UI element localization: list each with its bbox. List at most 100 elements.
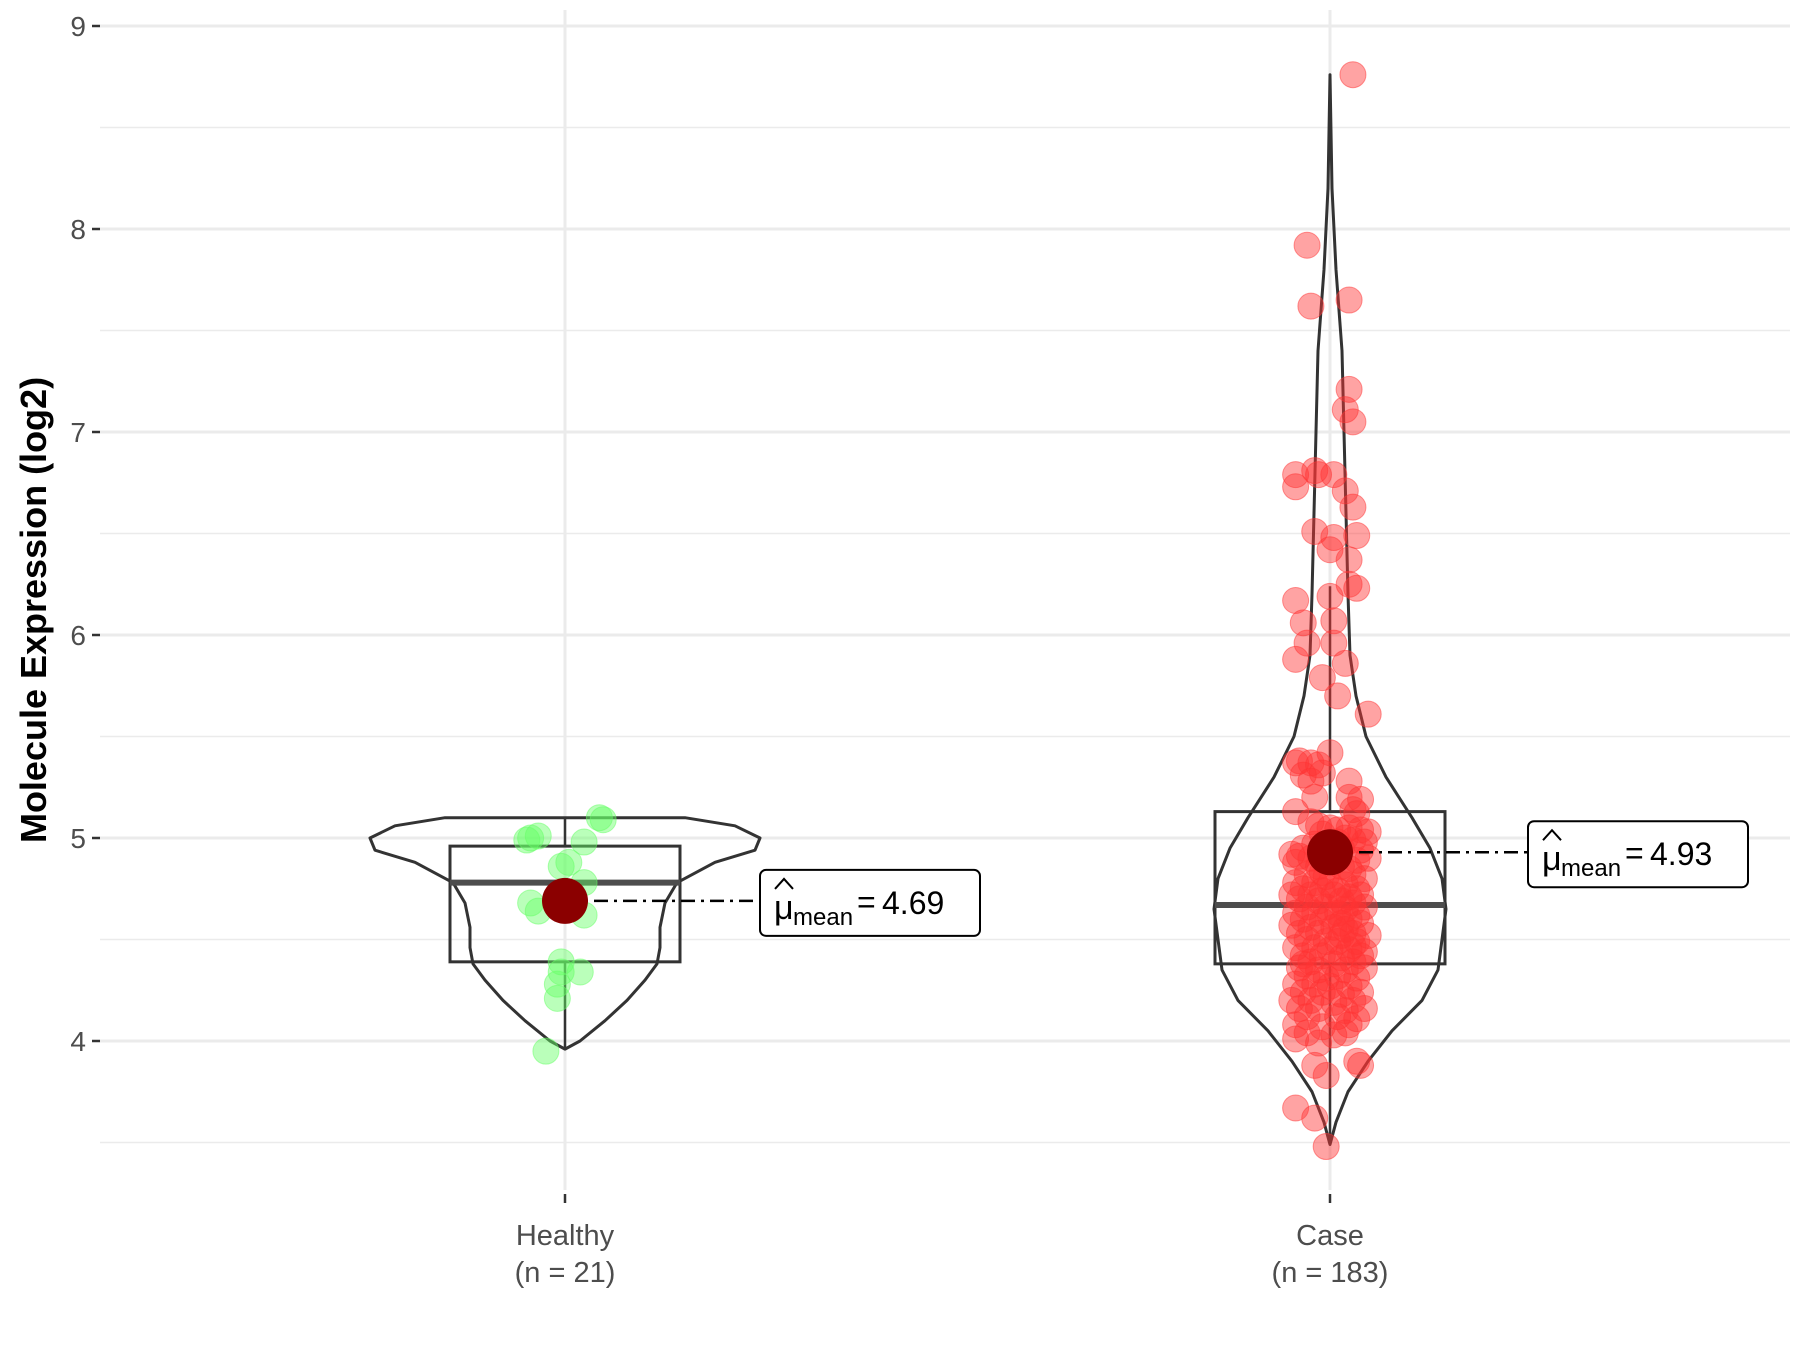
point-case bbox=[1297, 986, 1325, 1014]
mean-subscript: mean bbox=[1561, 855, 1621, 882]
mean-dot-case bbox=[1307, 829, 1353, 876]
mean-equals: = bbox=[857, 884, 876, 920]
mean-label-box-case bbox=[1527, 820, 1749, 889]
point-case bbox=[1335, 286, 1363, 314]
point-case bbox=[1293, 231, 1321, 259]
mean-subscript: mean bbox=[793, 904, 853, 931]
point-case bbox=[1335, 546, 1363, 574]
point-case bbox=[1305, 1029, 1333, 1057]
y-tick-label: 8 bbox=[70, 214, 86, 245]
point-case bbox=[1282, 798, 1310, 826]
point-case bbox=[1308, 664, 1336, 692]
point-case bbox=[1320, 629, 1348, 657]
point-case bbox=[1350, 828, 1378, 856]
point-case bbox=[1289, 609, 1317, 637]
point-case bbox=[1282, 586, 1310, 614]
point-healthy bbox=[532, 1037, 560, 1065]
mean-markers: μ mean = 4.69μ mean = 4.93 bbox=[542, 820, 1749, 937]
box-healthy bbox=[448, 844, 682, 964]
point-case bbox=[1297, 767, 1325, 795]
point-case bbox=[1331, 477, 1359, 505]
y-tick-label: 9 bbox=[70, 11, 86, 42]
point-case bbox=[1347, 1051, 1375, 1079]
point-case bbox=[1301, 970, 1329, 998]
mean-value-healthy: 4.69 bbox=[882, 885, 944, 921]
point-case bbox=[1354, 700, 1382, 728]
point-healthy bbox=[543, 984, 571, 1012]
point-case bbox=[1297, 292, 1325, 320]
point-case bbox=[1301, 1051, 1329, 1079]
point-case bbox=[1343, 1047, 1371, 1075]
point-case bbox=[1339, 493, 1367, 521]
point-case bbox=[1308, 1013, 1336, 1041]
data-points bbox=[513, 61, 1382, 1161]
point-case bbox=[1289, 950, 1317, 978]
point-case bbox=[1305, 751, 1333, 779]
point-case bbox=[1282, 645, 1310, 673]
point-case bbox=[1312, 1133, 1340, 1161]
y-tick-label: 5 bbox=[70, 823, 86, 854]
point-case bbox=[1278, 881, 1306, 909]
mean-hat bbox=[1542, 828, 1562, 841]
x-category-count: (n = 21) bbox=[515, 1257, 616, 1289]
mean-hat bbox=[774, 877, 794, 890]
point-case bbox=[1339, 932, 1367, 960]
point-case bbox=[1282, 473, 1310, 501]
mean-dot-healthy bbox=[542, 877, 588, 924]
point-case bbox=[1301, 783, 1329, 811]
point-case bbox=[1347, 978, 1375, 1006]
point-case bbox=[1339, 408, 1367, 436]
point-case bbox=[1324, 682, 1352, 710]
point-case bbox=[1327, 909, 1355, 937]
point-case bbox=[1324, 928, 1352, 956]
point-case bbox=[1282, 848, 1310, 876]
point-case bbox=[1343, 574, 1371, 602]
axes: 4 5 6 7 8 9 Healthy (n = 21) Case (n = 183) bbox=[70, 11, 1388, 1289]
point-case bbox=[1331, 1019, 1359, 1047]
point-case bbox=[1285, 995, 1313, 1023]
boxplots bbox=[448, 586, 1447, 1145]
point-case bbox=[1331, 649, 1359, 677]
y-tick-label: 6 bbox=[70, 620, 86, 651]
point-case bbox=[1335, 375, 1363, 403]
point-case bbox=[1282, 1025, 1310, 1053]
point-case bbox=[1312, 1062, 1340, 1090]
point-case bbox=[1335, 570, 1363, 598]
point-healthy bbox=[570, 828, 598, 856]
x-category-label: Healthy bbox=[516, 1220, 615, 1252]
x-category-label: Case bbox=[1296, 1220, 1364, 1252]
point-case bbox=[1320, 461, 1348, 489]
point-healthy bbox=[589, 806, 617, 834]
point-case bbox=[1282, 934, 1310, 962]
mean-symbol: μ bbox=[774, 889, 794, 927]
point-case bbox=[1305, 461, 1333, 489]
point-case bbox=[1308, 759, 1336, 787]
point-case bbox=[1282, 1011, 1310, 1039]
point-case bbox=[1339, 61, 1367, 89]
point-healthy bbox=[547, 852, 575, 880]
point-case bbox=[1301, 1104, 1329, 1132]
point-case bbox=[1293, 1003, 1321, 1031]
point-healthy bbox=[566, 958, 594, 986]
point-healthy bbox=[555, 848, 583, 876]
y-tick-label: 4 bbox=[70, 1026, 86, 1057]
point-case bbox=[1316, 582, 1344, 610]
point-case bbox=[1316, 739, 1344, 767]
point-healthy bbox=[543, 970, 571, 998]
point-case bbox=[1339, 796, 1367, 824]
point-case bbox=[1320, 607, 1348, 635]
point-case bbox=[1335, 1011, 1363, 1039]
grid bbox=[100, 10, 1790, 1190]
point-case bbox=[1350, 893, 1378, 921]
x-category-count: (n = 183) bbox=[1272, 1257, 1389, 1289]
y-axis-title: Molecule Expression (log2) bbox=[13, 377, 54, 843]
mean-value-case: 4.93 bbox=[1650, 836, 1712, 872]
point-case bbox=[1293, 629, 1321, 657]
mean-symbol: μ bbox=[1542, 840, 1562, 878]
point-healthy bbox=[524, 822, 552, 850]
point-case bbox=[1343, 522, 1371, 550]
mean-label-box-healthy bbox=[759, 868, 981, 937]
mean-equals: = bbox=[1625, 835, 1644, 871]
point-healthy bbox=[513, 826, 541, 854]
